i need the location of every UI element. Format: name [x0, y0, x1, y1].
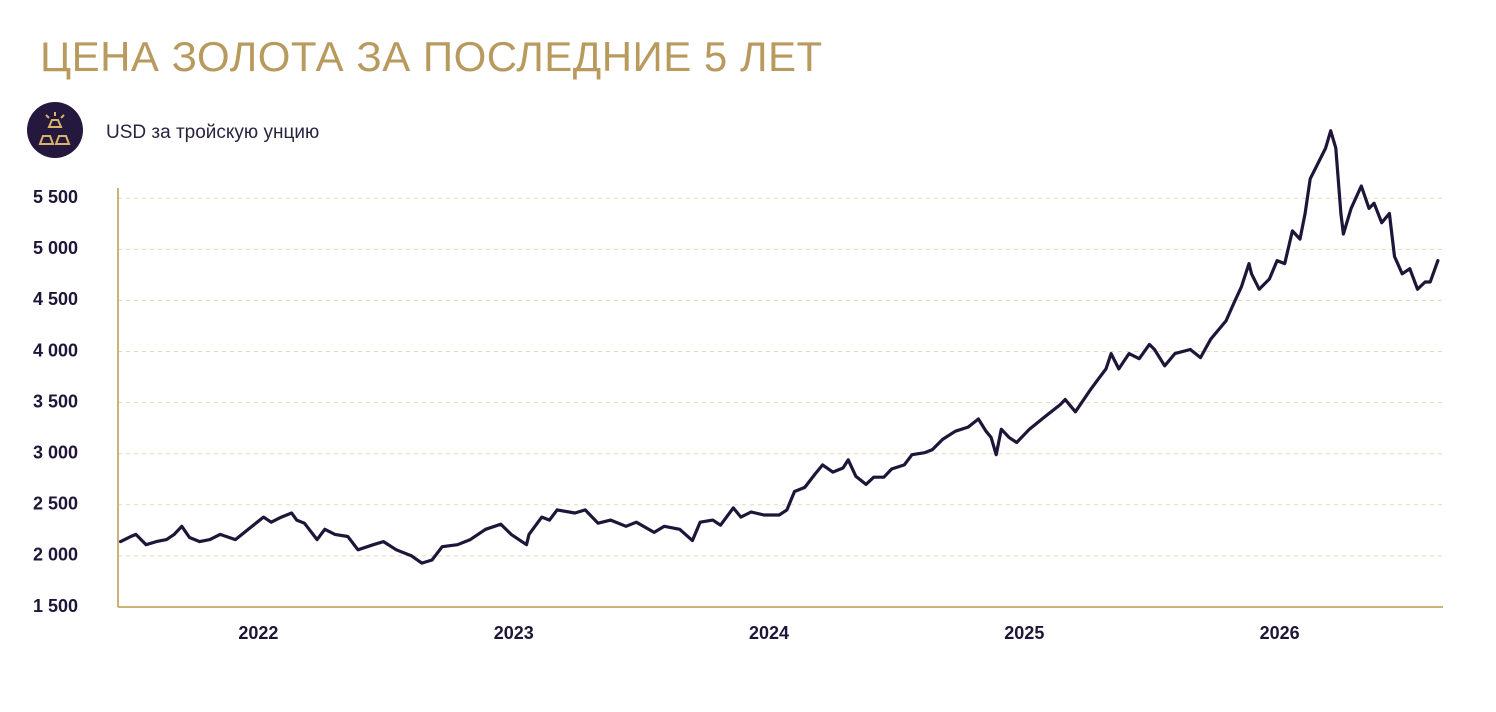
- x-tick-label: 2025: [1004, 623, 1044, 643]
- price-line: [119, 129, 1440, 565]
- y-tick-label: 4 500: [33, 289, 78, 309]
- y-tick-label: 2 500: [33, 494, 78, 514]
- y-tick-label: 3 000: [33, 442, 78, 462]
- x-tick-label: 2024: [749, 623, 789, 643]
- currency-icon: [27, 102, 83, 158]
- y-tick-label: 2 000: [33, 545, 78, 565]
- x-tick-label: 2026: [1260, 623, 1300, 643]
- x-tick-label: 2022: [238, 623, 278, 643]
- x-tick-label: 2023: [494, 623, 534, 643]
- y-tick-label: 4 000: [33, 340, 78, 360]
- subtitle: USD за тройскую унцию: [106, 122, 319, 143]
- y-tick-label: 5 000: [33, 238, 78, 258]
- y-tick-label: 3 500: [33, 391, 78, 411]
- y-tick-label: 5 500: [33, 187, 78, 207]
- chart-title: ЦЕНА ЗОЛОТА ЗА ПОСЛЕДНИЕ 5 ЛЕТ: [40, 33, 823, 80]
- y-tick-label: 1 500: [33, 596, 78, 616]
